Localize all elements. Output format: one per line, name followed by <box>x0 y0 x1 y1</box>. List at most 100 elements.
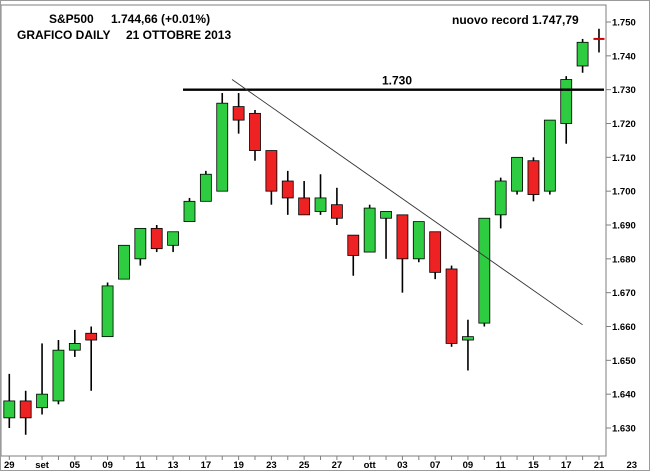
chart-subtitle-right: 21 OTTOBRE 2013 <box>126 28 232 42</box>
candle <box>249 109 261 161</box>
lines-layer: 1.730 <box>183 74 604 326</box>
chart-quote: 1.744,66 (+0.01%) <box>111 12 211 26</box>
trend-line <box>231 79 583 326</box>
x-tick-label: 19 <box>233 460 244 471</box>
chart-subtitle-left: GRAFICO DAILY <box>17 28 111 42</box>
y-tick-label: 1.670 <box>612 288 636 299</box>
candle-body <box>281 180 294 199</box>
candle <box>265 150 278 205</box>
candle-body <box>560 79 573 124</box>
candle <box>478 217 491 327</box>
candle-body <box>150 227 163 250</box>
candle <box>363 204 376 253</box>
y-tick-label: 1.680 <box>612 254 636 265</box>
candle-body <box>511 156 523 192</box>
x-tick-label: 21 <box>594 460 605 471</box>
candle <box>298 181 311 216</box>
candle <box>101 282 114 338</box>
x-tick-label: 13 <box>168 460 179 471</box>
candle-body <box>412 221 425 260</box>
y-tick-label: 1.640 <box>612 390 636 401</box>
y-tick-label: 1.630 <box>612 424 636 435</box>
y-tick-label: 1.650 <box>612 356 636 367</box>
candles-layer <box>3 28 605 435</box>
candle <box>68 329 81 357</box>
candle <box>576 38 589 73</box>
candle-body <box>363 207 376 253</box>
candle-body <box>330 204 343 219</box>
candle <box>3 373 16 428</box>
candle-body <box>380 211 392 219</box>
y-tick-label: 1.750 <box>612 18 636 29</box>
x-tick-label: 29 <box>4 460 15 471</box>
candle-body <box>19 400 32 419</box>
candle-body <box>199 173 212 202</box>
candle-body <box>183 200 196 223</box>
x-tick-label: 07 <box>430 460 441 471</box>
candle <box>216 93 229 192</box>
y-tick-label: 1.730 <box>612 85 636 96</box>
candle-body <box>527 160 540 195</box>
x-tick-label: 25 <box>299 460 310 471</box>
x-tick-label: ott <box>364 460 377 471</box>
candle-body <box>396 214 409 260</box>
candle-body <box>494 180 507 216</box>
y-tick-label: 1.700 <box>612 187 636 198</box>
candle-body <box>298 197 311 216</box>
candle <box>527 157 540 202</box>
candle-body <box>101 285 114 338</box>
candle-body <box>462 336 474 341</box>
candle <box>281 170 294 215</box>
candle <box>396 214 409 293</box>
candle <box>330 187 343 225</box>
y-tick-label: 1.740 <box>612 51 636 62</box>
candle <box>543 119 556 195</box>
candle-body <box>118 244 130 280</box>
candle-body <box>216 102 229 192</box>
x-tick-label: 05 <box>70 460 81 471</box>
candle-body <box>478 217 491 324</box>
candle <box>560 76 573 144</box>
candle-body <box>543 119 556 192</box>
candle <box>511 156 523 195</box>
x-tick-label: set <box>35 460 50 471</box>
x-tick-label: 09 <box>463 460 474 471</box>
candle <box>494 177 507 229</box>
candle <box>593 28 605 53</box>
x-tick-label: 11 <box>135 460 146 471</box>
y-tick-label: 1.720 <box>612 119 636 130</box>
x-tick-label: 17 <box>561 460 572 471</box>
candle-body <box>445 268 458 344</box>
x-tick-label: 23 <box>266 460 277 471</box>
resistance-label: 1.730 <box>382 74 412 88</box>
candle-body <box>52 349 65 402</box>
candle-body <box>347 234 360 256</box>
x-tick-label: 27 <box>332 460 343 471</box>
chart-title-symbol: S&P500 <box>49 12 94 26</box>
candle-body <box>429 231 442 273</box>
candle <box>412 221 425 263</box>
x-tick-label: 23 <box>626 460 637 471</box>
candle <box>445 265 458 347</box>
x-tick-label: 15 <box>528 460 539 471</box>
candle <box>19 390 32 435</box>
candle <box>183 197 196 223</box>
x-tick-label: 11 <box>496 460 507 471</box>
x-tick-label: 09 <box>102 460 113 471</box>
candle-body <box>134 227 147 260</box>
candle <box>167 231 180 253</box>
x-axis: 29 set 05 09 11 13 17 19 23 25 27 ott 03 07 09 11 15 17 21… <box>4 456 637 471</box>
candle <box>380 211 392 259</box>
candle <box>36 343 48 415</box>
candle-body <box>3 400 16 419</box>
candle <box>150 225 163 253</box>
candle-body <box>249 112 261 151</box>
y-tick-label: 1.660 <box>612 322 636 333</box>
record-annotation: nuovo record 1.747,79 <box>452 13 579 27</box>
candle <box>429 231 442 280</box>
candle <box>347 234 360 276</box>
candle <box>462 319 474 371</box>
